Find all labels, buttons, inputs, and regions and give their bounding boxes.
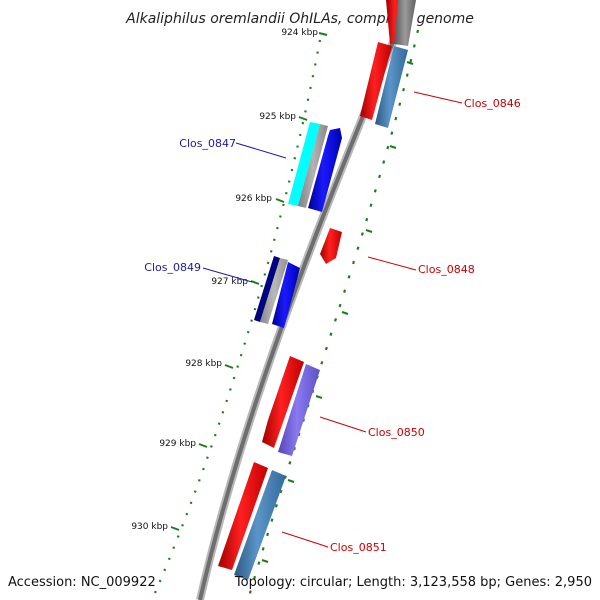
gene-arrow-0849-navy[interactable] bbox=[254, 256, 280, 322]
gene-arrow-0847-cyan[interactable] bbox=[288, 122, 320, 206]
gene-label-clos-0849[interactable]: Clos_0849 bbox=[144, 261, 201, 274]
tick-925: 925 kbp bbox=[259, 112, 308, 122]
tick-label: 924 kbp bbox=[281, 28, 318, 38]
gene-arrow-0851-a[interactable] bbox=[218, 462, 268, 570]
footer-backdrop-left bbox=[2, 568, 152, 590]
gene-clos-0849-group[interactable] bbox=[254, 256, 300, 328]
gene-arrow-0848[interactable] bbox=[320, 228, 342, 264]
gene-arrow-top-grey[interactable] bbox=[394, 0, 416, 46]
gene-arrow-0846-a[interactable] bbox=[360, 42, 392, 120]
tick-928: 928 kbp bbox=[185, 359, 234, 369]
gene-arrow-0850-b[interactable] bbox=[278, 364, 320, 456]
gene-clos-0846-group[interactable] bbox=[360, 0, 416, 128]
gene-clos-0848-group[interactable] bbox=[320, 228, 342, 264]
tick-929: 929 kbp bbox=[159, 439, 208, 449]
gene-clos-0850-group[interactable] bbox=[262, 356, 320, 456]
tick-label: 925 kbp bbox=[259, 112, 296, 122]
gene-label-clos-0847[interactable]: Clos_0847 bbox=[179, 137, 236, 150]
gene-clos-0851-group[interactable] bbox=[218, 462, 286, 580]
genome-summary-text: Topology: circular; Length: 3,123,558 bp… bbox=[234, 575, 592, 590]
gene-arrow-0849-blue[interactable] bbox=[272, 262, 300, 328]
gene-arrow-0847-grey[interactable] bbox=[298, 124, 328, 208]
tick-924: 924 kbp bbox=[281, 28, 328, 38]
gene-arrow-0846-b[interactable] bbox=[375, 46, 408, 128]
tick-label: 927 kbp bbox=[211, 277, 248, 287]
gene-clos-0847-group[interactable] bbox=[288, 122, 342, 212]
footer-backdrop-right bbox=[256, 568, 598, 590]
ruler-inner bbox=[150, 39, 322, 600]
gene-arrow-0847-blue[interactable] bbox=[308, 128, 342, 212]
gene-arrow-0851-b[interactable] bbox=[234, 470, 286, 580]
map-title: Alkaliphilus oremlandii OhILAs, complete… bbox=[125, 11, 474, 27]
accession-text: Accession: NC_009922 bbox=[8, 575, 156, 590]
tick-label: 930 kbp bbox=[131, 522, 168, 532]
tick-927: 927 kbp bbox=[211, 277, 260, 287]
ruler-outer-ticks bbox=[261, 61, 414, 563]
gene-label-clos-0848[interactable]: Clos_0848 bbox=[418, 263, 475, 276]
label-leaders bbox=[202, 91, 463, 548]
tick-926: 926 kbp bbox=[235, 194, 285, 204]
gene-arrow-0850-a[interactable] bbox=[262, 356, 304, 448]
tick-930: 930 kbp bbox=[131, 522, 180, 532]
tick-label: 928 kbp bbox=[185, 359, 222, 369]
ruler-outer bbox=[246, 29, 420, 600]
tick-label: 926 kbp bbox=[235, 194, 272, 204]
gene-label-clos-0850[interactable]: Clos_0850 bbox=[368, 426, 425, 439]
gene-arrow-0849-grey[interactable] bbox=[260, 258, 288, 324]
gene-label-clos-0851[interactable]: Clos_0851 bbox=[330, 541, 387, 554]
tick-label: 929 kbp bbox=[159, 439, 196, 449]
gene-label-clos-0846[interactable]: Clos_0846 bbox=[464, 97, 521, 110]
